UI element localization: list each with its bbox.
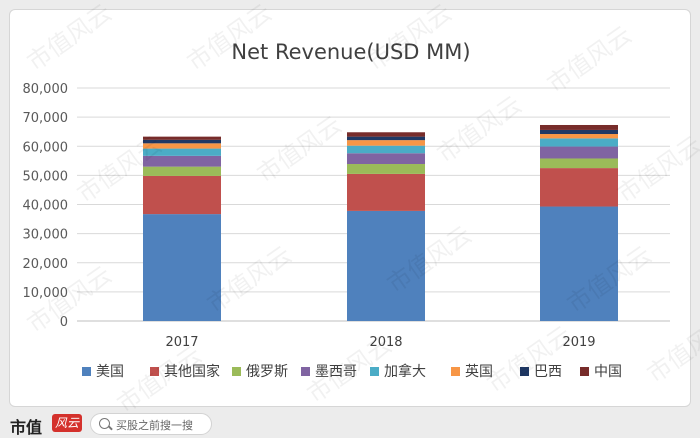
legend-swatch <box>370 367 379 376</box>
brand-logo-mark[interactable]: 风云 <box>52 414 82 432</box>
legend-swatch <box>580 367 589 376</box>
bar-segment <box>347 145 425 154</box>
bar-segment <box>540 138 618 147</box>
bar-segment <box>347 153 425 165</box>
legend-swatch <box>520 367 529 376</box>
legend-swatch <box>301 367 310 376</box>
legend-label: 巴西 <box>534 364 562 380</box>
x-tick-label: 2019 <box>562 335 595 350</box>
legend-swatch <box>232 367 241 376</box>
legend-label: 其他国家 <box>164 363 220 380</box>
legend-swatch <box>451 367 460 376</box>
y-tick-label: 60,000 <box>23 140 69 155</box>
x-tick-label: 2018 <box>369 335 402 350</box>
chart-plot: 0 10,000 20,000 30,000 40,000 50,000 60,000 70,… <box>23 82 670 380</box>
brand-logo-text[interactable]: 市值 <box>10 418 43 437</box>
bar-segment <box>540 168 618 207</box>
search-placeholder[interactable]: 买股之前搜一搜 <box>116 419 193 432</box>
bar-segment <box>540 129 618 135</box>
bar-segment <box>347 132 425 137</box>
bar-segment <box>143 214 221 321</box>
bar-segment <box>540 124 618 130</box>
legend-swatch <box>150 367 159 376</box>
bar-segment <box>143 139 221 144</box>
legend-label: 墨西哥 <box>315 364 357 380</box>
bar-segment <box>540 134 618 139</box>
bar-segment <box>347 136 425 141</box>
bar-segment <box>143 148 221 156</box>
footer-bar: 市值 风云 买股之前搜一搜 <box>0 410 700 438</box>
legend-label: 加拿大 <box>384 363 426 380</box>
bar-segment <box>347 210 425 321</box>
y-tick-label: 30,000 <box>23 228 69 243</box>
y-tick-label: 20,000 <box>23 257 69 272</box>
chart-title: Net Revenue(USD MM) <box>231 40 471 64</box>
legend-label: 中国 <box>594 364 622 380</box>
bar-segment <box>143 143 221 149</box>
bar-segment <box>540 158 618 169</box>
y-tick-label: 50,000 <box>23 169 69 184</box>
bar-segment <box>347 164 425 174</box>
bar-segment <box>540 146 618 159</box>
bar-segment <box>143 155 221 167</box>
search-icon <box>99 418 110 429</box>
bar-segment <box>143 175 221 215</box>
x-tick-label: 2017 <box>165 335 198 350</box>
legend-label: 俄罗斯 <box>246 364 288 380</box>
y-tick-label: 40,000 <box>23 199 69 214</box>
bar-segment <box>143 136 221 140</box>
y-tick-label: 70,000 <box>23 111 69 126</box>
y-tick-label: 0 <box>60 315 68 330</box>
y-tick-label: 80,000 <box>23 82 69 97</box>
bar-segment <box>347 140 425 146</box>
search-box[interactable]: 买股之前搜一搜 <box>90 413 212 435</box>
y-tick-label: 10,000 <box>23 286 69 301</box>
legend-swatch <box>82 367 91 376</box>
legend-label: 英国 <box>465 363 493 380</box>
bar-segment <box>347 173 425 211</box>
bar-segment <box>540 206 618 321</box>
chart-card: Net Revenue(USD MM) 0 10,000 20,000 30,000 4… <box>9 9 691 407</box>
bar-segment <box>143 166 221 176</box>
legend-label: 美国 <box>96 364 124 380</box>
